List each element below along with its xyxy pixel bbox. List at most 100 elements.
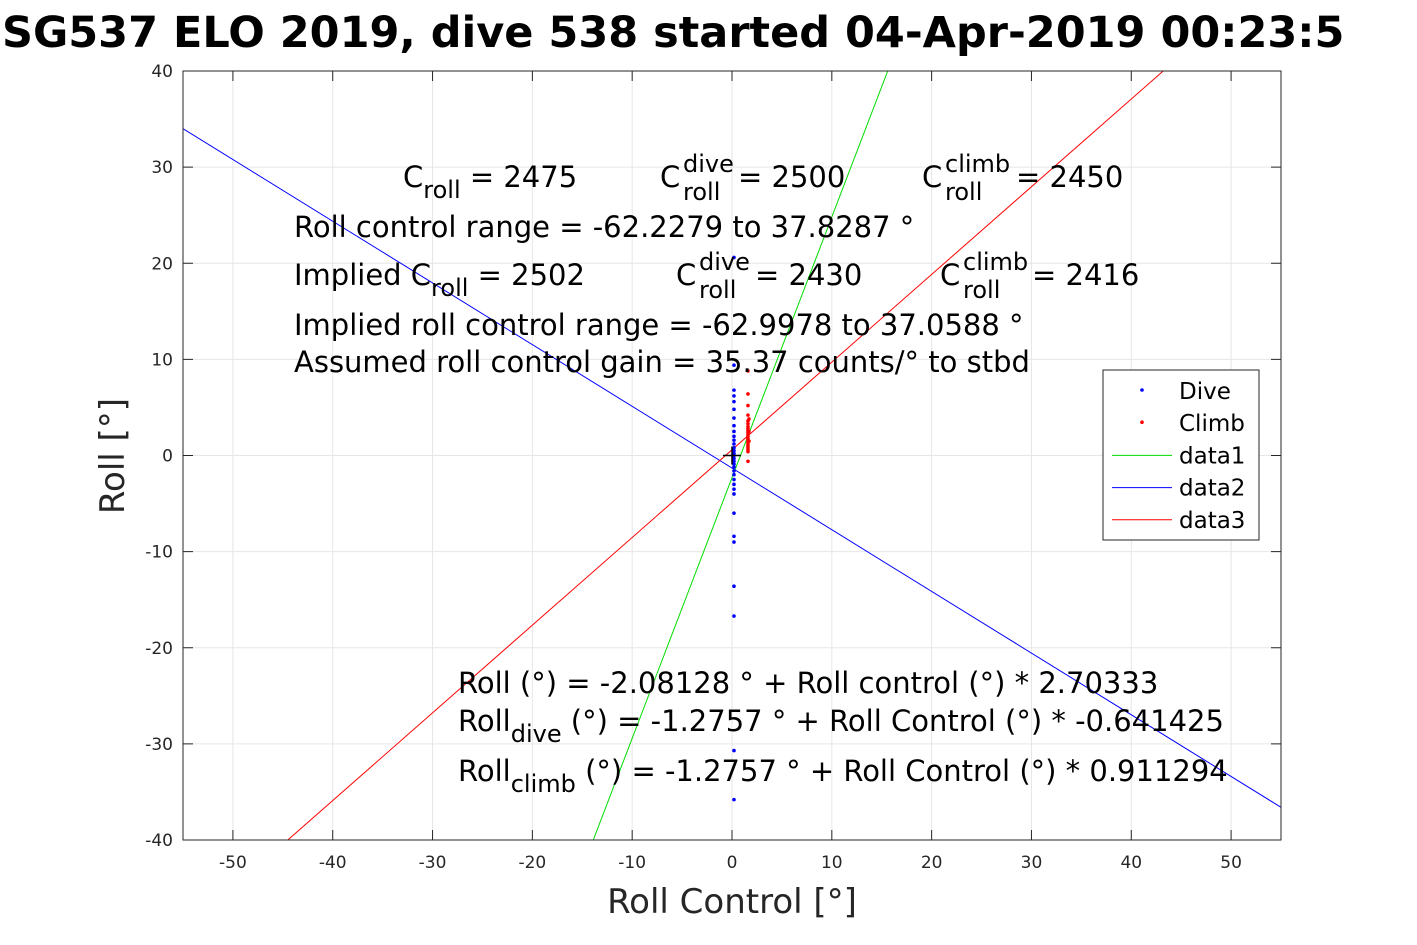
point-climb: [746, 421, 750, 426]
annotation-implied-c-roll-climb: C: [940, 258, 960, 292]
annotation-implied-c-roll-climb-sup: climb: [963, 248, 1028, 276]
point-dive: [732, 363, 736, 367]
x-tick-label: 30: [1021, 853, 1043, 873]
point-dive: [732, 511, 736, 515]
point-climb: [747, 439, 751, 443]
legend-label-dive: Dive: [1179, 379, 1231, 405]
legend-label-climb: Climb: [1179, 411, 1245, 437]
annotation-implied-c-roll-climb-sub: roll: [963, 276, 1000, 304]
annotation-c-roll: Croll = 2475: [403, 160, 577, 204]
point-dive: [732, 487, 736, 491]
x-tick-label: -20: [518, 853, 546, 873]
x-tick-label: 20: [921, 853, 943, 873]
point-dive: [732, 469, 736, 473]
chart-title: SG537 ELO 2019, dive 538 started 04-Apr-…: [2, 8, 1345, 58]
point-dive: [732, 472, 736, 477]
origin-marker: [723, 446, 741, 465]
annotation-fit-climb: Rollclimb (°) = -1.2757 ° + Roll Control…: [458, 754, 1228, 798]
point-dive: [732, 448, 736, 453]
annotation-c-roll-dive: C: [660, 160, 680, 194]
y-tick-label: 0: [162, 447, 173, 467]
point-dive: [732, 399, 736, 404]
x-tick-label: 10: [821, 853, 843, 873]
data-points: [732, 255, 751, 802]
point-dive: [732, 492, 736, 496]
point-dive: [732, 429, 736, 434]
y-axis-label: Roll [°]: [93, 398, 133, 514]
y-tick-label: 10: [151, 350, 173, 370]
point-dive: [732, 407, 736, 412]
x-tick-label: -30: [419, 853, 447, 873]
annotation-c-roll-climb-sub: roll: [945, 178, 982, 206]
point-dive: [732, 394, 736, 398]
y-tick-label: -40: [145, 831, 173, 851]
point-dive: [732, 614, 736, 618]
legend-marker-dive: [1140, 388, 1144, 392]
annotation-c-roll-climb-sup: climb: [945, 150, 1010, 178]
annotation-implied-c-roll-dive: C: [676, 258, 696, 292]
x-tick-label: -50: [219, 853, 247, 873]
point-dive: [732, 584, 736, 589]
point-dive: [732, 534, 736, 539]
point-dive: [732, 446, 736, 450]
y-tick-label: 30: [151, 158, 173, 178]
point-dive: [732, 477, 736, 482]
series-line-data2: [183, 128, 1281, 808]
point-climb: [747, 417, 751, 421]
legend-label-data1: data1: [1179, 443, 1245, 469]
point-climb: [746, 392, 750, 396]
point-dive: [732, 482, 736, 487]
point-dive: [732, 255, 736, 260]
annotation-fit-all: Roll (°) = -2.08128 ° + Roll control (°)…: [458, 666, 1158, 700]
annotations: Croll = 2475 C dive roll = 2500 C climb …: [294, 150, 1228, 798]
x-tick-label: 50: [1220, 853, 1242, 873]
x-tick-label: -40: [319, 853, 347, 873]
ticks: [183, 70, 1281, 841]
annotation-gain: Assumed roll control gain = 35.37 counts…: [294, 345, 1030, 379]
point-climb: [746, 413, 750, 417]
annotation-implied-c-roll: Implied Croll = 2502: [294, 258, 585, 302]
annotation-c-roll-dive-value: = 2500: [738, 160, 845, 194]
point-dive: [732, 797, 736, 802]
point-dive: [732, 416, 736, 420]
legend: Dive Climb data1 data2 data3: [1102, 369, 1260, 541]
y-tick-label: -10: [145, 543, 173, 563]
annotation-implied-c-roll-climb-value: = 2416: [1032, 258, 1139, 292]
x-tick-label: -10: [618, 853, 646, 873]
legend-marker-climb: [1140, 420, 1144, 425]
annotation-c-roll-dive-sup: dive: [683, 150, 734, 178]
point-climb: [746, 449, 750, 454]
y-tick-label: -20: [145, 639, 173, 659]
y-tick-label: 20: [151, 254, 173, 274]
point-dive: [732, 388, 736, 392]
x-tick-label: 40: [1120, 853, 1142, 873]
x-tick-label: 0: [727, 853, 738, 873]
point-climb: [746, 403, 750, 408]
annotation-c-roll-climb: C: [922, 160, 942, 194]
y-tick-label: -30: [145, 735, 173, 755]
tick-labels: -50 -40 -30 -20 -10 0 10 20 30 40 50 -40 -30 -20 -10 0 1…: [145, 62, 1242, 873]
annotation-roll-control-range: Roll control range = -62.2279 to 37.8287…: [294, 210, 914, 244]
point-dive: [732, 456, 736, 461]
point-dive: [732, 459, 736, 464]
point-dive: [732, 434, 736, 439]
point-dive: [732, 748, 736, 753]
annotation-implied-range: Implied roll control range = -62.9978 to…: [294, 308, 1024, 342]
legend-label-data2: data2: [1179, 476, 1245, 502]
legend-label-data3: data3: [1179, 508, 1245, 534]
point-dive: [732, 438, 736, 442]
point-dive: [732, 540, 736, 544]
point-dive: [732, 462, 736, 466]
annotation-implied-c-roll-dive-sub: roll: [699, 276, 736, 304]
y-tick-label: 40: [151, 62, 173, 82]
point-dive: [732, 465, 736, 469]
point-climb: [746, 369, 750, 373]
point-dive: [732, 442, 736, 446]
annotation-implied-c-roll-dive-sup: dive: [699, 248, 750, 276]
point-climb: [746, 459, 750, 464]
point-dive: [732, 423, 736, 428]
annotation-fit-dive: Rolldive (°) = -1.2757 ° + Roll Control …: [458, 704, 1224, 748]
annotation-c-roll-dive-sub: roll: [683, 178, 720, 206]
